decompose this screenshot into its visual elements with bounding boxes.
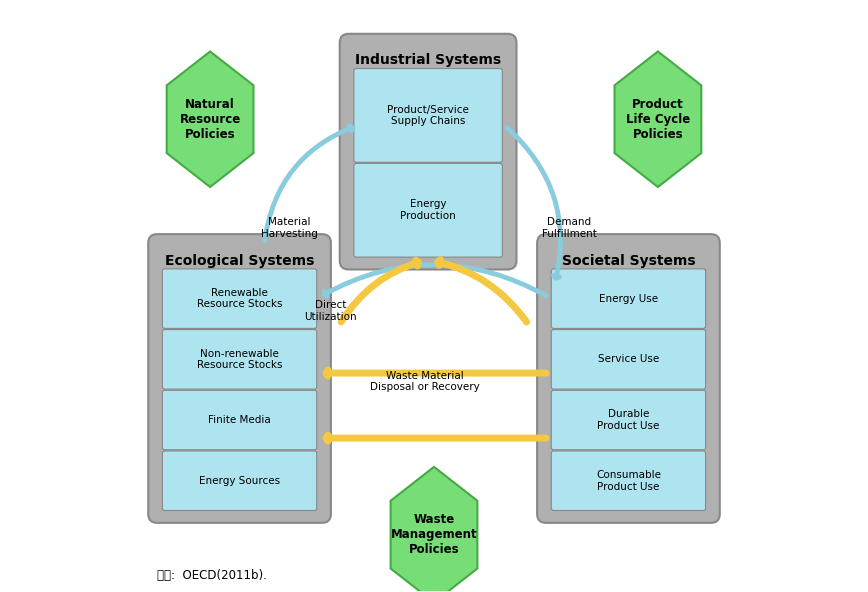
FancyBboxPatch shape <box>162 451 317 510</box>
Text: Waste Material
Disposal or Recovery: Waste Material Disposal or Recovery <box>371 371 480 392</box>
FancyBboxPatch shape <box>339 34 516 269</box>
FancyBboxPatch shape <box>551 390 706 450</box>
Text: Energy
Production: Energy Production <box>400 200 456 221</box>
FancyBboxPatch shape <box>162 390 317 450</box>
Polygon shape <box>167 52 253 187</box>
Text: Finite Media: Finite Media <box>208 415 271 425</box>
Text: Material
Harvesting: Material Harvesting <box>261 217 318 239</box>
Polygon shape <box>615 52 701 187</box>
FancyBboxPatch shape <box>162 269 317 329</box>
Text: Renewable
Resource Stocks: Renewable Resource Stocks <box>197 288 282 310</box>
Text: Durable
Product Use: Durable Product Use <box>597 409 660 431</box>
FancyBboxPatch shape <box>551 269 706 329</box>
FancyBboxPatch shape <box>354 163 503 257</box>
Text: Natural
Resource
Policies: Natural Resource Policies <box>180 98 240 141</box>
Text: Service Use: Service Use <box>598 355 659 364</box>
Text: 자료:  OECD(2011b).: 자료: OECD(2011b). <box>157 569 267 582</box>
FancyBboxPatch shape <box>162 330 317 389</box>
Text: Industrial Systems: Industrial Systems <box>355 53 501 67</box>
Text: Energy Use: Energy Use <box>599 294 658 304</box>
Text: Energy Sources: Energy Sources <box>199 476 280 485</box>
Text: Product/Service
Supply Chains: Product/Service Supply Chains <box>387 105 469 126</box>
Text: Non-renewable
Resource Stocks: Non-renewable Resource Stocks <box>197 349 282 370</box>
Text: Waste
Management
Policies: Waste Management Policies <box>391 513 477 556</box>
Text: Ecological Systems: Ecological Systems <box>165 253 314 268</box>
FancyBboxPatch shape <box>551 451 706 510</box>
Text: Product
Life Cycle
Policies: Product Life Cycle Policies <box>626 98 690 141</box>
FancyBboxPatch shape <box>551 330 706 389</box>
Text: Societal Systems: Societal Systems <box>562 253 695 268</box>
Polygon shape <box>391 467 477 592</box>
FancyBboxPatch shape <box>148 234 331 523</box>
FancyBboxPatch shape <box>537 234 720 523</box>
Text: Direct
Utilization: Direct Utilization <box>305 300 358 321</box>
Text: Consumable
Product Use: Consumable Product Use <box>596 470 661 491</box>
FancyBboxPatch shape <box>354 69 503 162</box>
Text: Demand
Fulfillment: Demand Fulfillment <box>542 217 597 239</box>
